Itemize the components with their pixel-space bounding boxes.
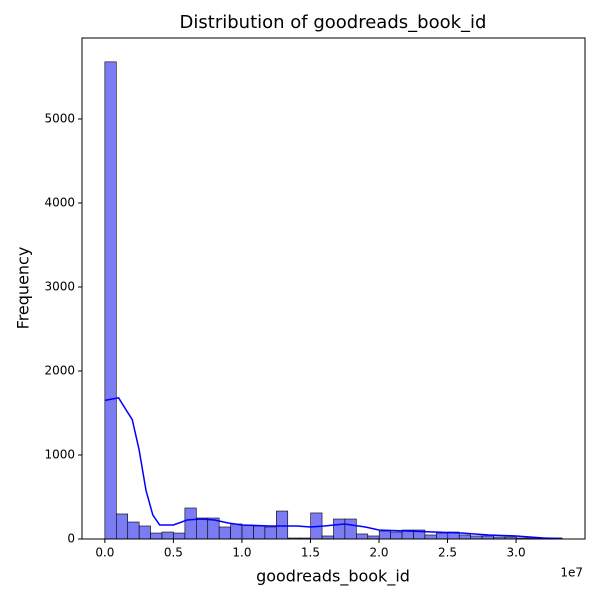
- y-axis-label: Frequency: [14, 247, 33, 330]
- x-axis-label: goodreads_book_id: [256, 567, 410, 587]
- bar: [264, 526, 277, 540]
- y-tick-label: 0: [67, 532, 75, 546]
- y-tick-label: 2000: [44, 363, 75, 377]
- y-tick-label: 1000: [44, 447, 75, 461]
- chart-title: Distribution of goodreads_book_id: [180, 12, 487, 33]
- bar: [104, 61, 117, 540]
- bar: [230, 523, 243, 540]
- bar: [173, 532, 186, 540]
- bar: [436, 532, 449, 540]
- y-tick-label: 5000: [44, 111, 75, 125]
- bar: [196, 517, 209, 540]
- bar: [161, 531, 174, 540]
- y-tick-label: 4000: [44, 195, 75, 209]
- bar: [115, 513, 129, 540]
- x-tick-label: 2.5: [438, 546, 457, 560]
- bar: [458, 534, 471, 540]
- bar: [344, 518, 357, 540]
- bar: [184, 507, 197, 540]
- x-tick-label: 2.0: [369, 546, 388, 560]
- x-tick-label: 0.0: [95, 546, 114, 560]
- bar: [333, 518, 346, 540]
- plot-frame: [81, 37, 586, 540]
- bar: [150, 532, 163, 540]
- bar: [390, 531, 403, 540]
- x-tick-label: 1.0: [232, 546, 251, 560]
- kde-line: [104, 397, 563, 540]
- x-tick-label: 1.5: [301, 546, 320, 560]
- bar: [218, 526, 231, 540]
- bar: [356, 533, 369, 540]
- bar: [253, 525, 266, 540]
- x-tick-label: 3.0: [507, 546, 526, 560]
- bar: [424, 534, 437, 540]
- bar: [127, 521, 140, 540]
- bar: [241, 524, 254, 540]
- x-offset-label: 1e7: [560, 566, 583, 580]
- bar: [378, 530, 391, 540]
- bar: [138, 525, 151, 540]
- y-tick-label: 3000: [44, 279, 75, 293]
- x-tick-label: 0.5: [164, 546, 183, 560]
- bar: [276, 510, 289, 540]
